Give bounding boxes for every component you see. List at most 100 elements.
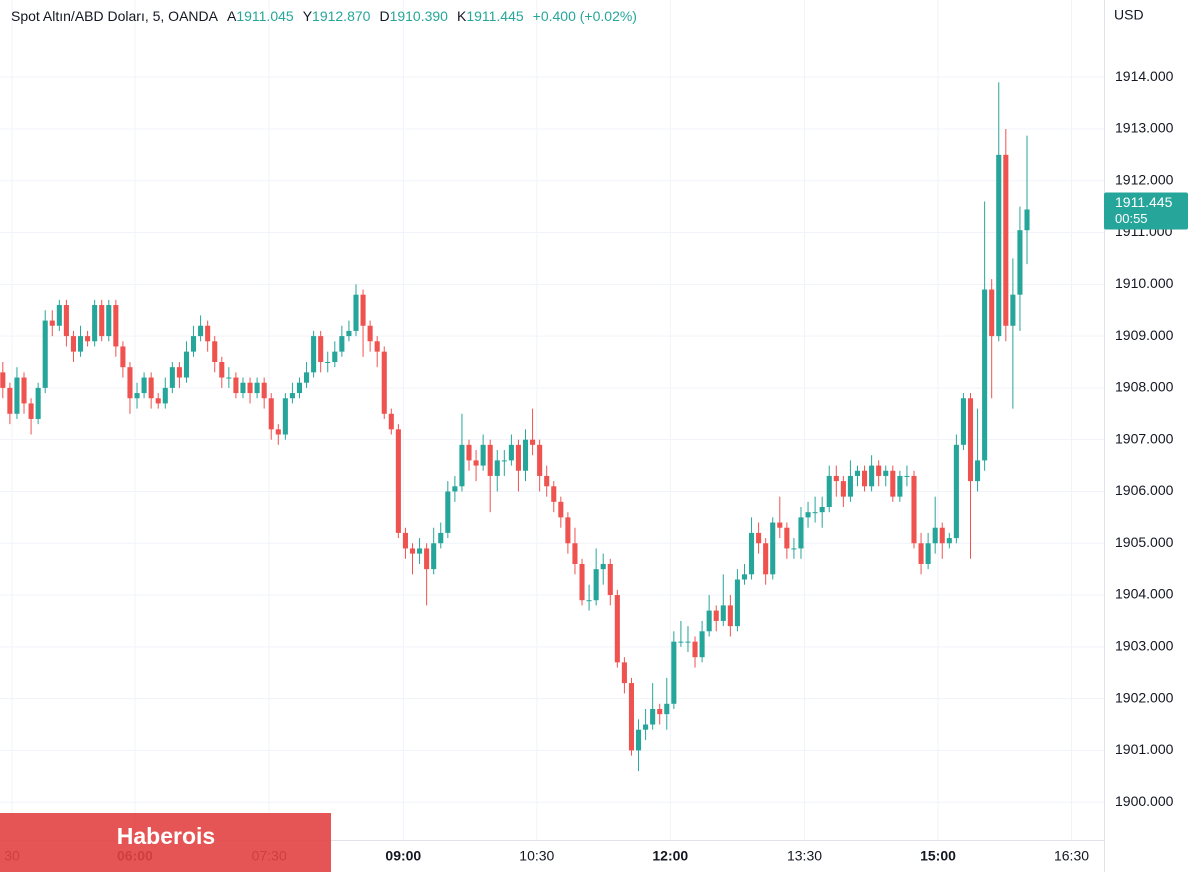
x-tick-label: 13:30 [787, 848, 822, 864]
candle-body [438, 532, 444, 544]
candle-body [388, 413, 394, 430]
legend-key: D [379, 8, 389, 24]
y-tick-label: 1909.000 [1115, 327, 1174, 343]
candle-body [862, 470, 868, 487]
candle-body [332, 351, 338, 362]
candle-body [593, 569, 599, 601]
candle-body [537, 444, 543, 476]
candle-body [212, 341, 218, 362]
candle-body [254, 382, 260, 394]
candle-body [720, 605, 726, 621]
candle-body [381, 351, 387, 414]
candle-body [282, 398, 288, 435]
candle-body [325, 361, 331, 363]
candle-body [741, 574, 748, 580]
x-tick-label: 12:00 [652, 848, 688, 864]
candle-body [960, 398, 966, 445]
candle-body [268, 398, 274, 430]
candle-body [706, 610, 712, 632]
candle-body [35, 387, 41, 419]
candle-body [812, 512, 818, 514]
candle-body [508, 444, 514, 461]
candle-body [996, 154, 1002, 337]
candle-body [21, 377, 27, 404]
candle-body [946, 538, 952, 544]
grid [0, 0, 1104, 840]
candle-body [635, 729, 642, 751]
candle-body [261, 382, 267, 399]
candle-body [657, 708, 663, 715]
candle-body [494, 460, 500, 476]
candle-body [501, 460, 507, 462]
y-tick-label: 1906.000 [1115, 482, 1174, 498]
candle-body [692, 641, 698, 658]
candle-body [967, 398, 974, 482]
candle-body [925, 543, 931, 564]
candle-body [748, 532, 755, 575]
candle-body [424, 548, 430, 570]
legend-key: Y [303, 8, 313, 24]
candle-body [360, 294, 366, 326]
candle-body [685, 641, 691, 643]
candle-body [897, 475, 903, 497]
candle-body [318, 336, 324, 362]
legend-change: +0.400 (+0.02%) [533, 8, 637, 24]
candle-body [614, 595, 620, 663]
candle-body [982, 289, 988, 461]
candle-body [939, 527, 945, 544]
candle-body [650, 708, 656, 725]
candle-body [49, 320, 55, 326]
candle-body [1024, 209, 1030, 231]
legend-value: 1911.445 [466, 8, 524, 24]
candle-body [975, 460, 981, 482]
candle-body [586, 600, 592, 602]
candle-body [459, 444, 465, 487]
candle-body [565, 517, 571, 544]
candle-body [530, 439, 536, 445]
candle-body [14, 377, 20, 414]
candle-body [304, 372, 310, 383]
candle-body [176, 367, 182, 378]
candle-body [551, 486, 557, 502]
candle-body [798, 517, 804, 549]
candle-body [353, 294, 359, 331]
y-tick-label: 1912.000 [1115, 171, 1174, 187]
candle-body [134, 393, 140, 399]
y-tick-label: 1905.000 [1115, 534, 1174, 550]
legend-key: K [457, 8, 467, 24]
candle-body [141, 377, 147, 394]
candle-body [198, 325, 204, 337]
candle-body [63, 305, 69, 337]
x-tick-label: 10:30 [519, 848, 554, 864]
candle-body [395, 429, 401, 533]
candle-body [452, 486, 458, 492]
candle-body [911, 475, 917, 544]
candle-body [374, 341, 380, 352]
currency-label: USD [1114, 7, 1144, 23]
candle-body [784, 527, 790, 549]
candle-body [1010, 294, 1016, 326]
candle-body [671, 641, 677, 704]
candle-body [544, 475, 550, 487]
candle-body [480, 444, 486, 466]
candle-body [311, 336, 317, 373]
y-tick-label: 1913.000 [1115, 120, 1174, 136]
y-tick-label: 1900.000 [1115, 793, 1174, 809]
candle-body [890, 470, 896, 497]
candle-body [275, 429, 281, 435]
legend-value: 1911.045 [236, 8, 294, 24]
watermark-box [0, 813, 331, 872]
candle-body [522, 439, 529, 471]
candle-body [819, 507, 825, 513]
candle-body [777, 522, 783, 528]
candle-body [155, 398, 161, 404]
candle-body [226, 377, 232, 379]
candle-body [628, 683, 635, 751]
candle-body [756, 532, 762, 544]
candle-body [876, 465, 882, 476]
candle-body [473, 460, 479, 466]
candle-body [92, 305, 98, 342]
candle-body [600, 563, 606, 570]
candle-body [219, 361, 225, 378]
candles [0, 82, 1030, 772]
